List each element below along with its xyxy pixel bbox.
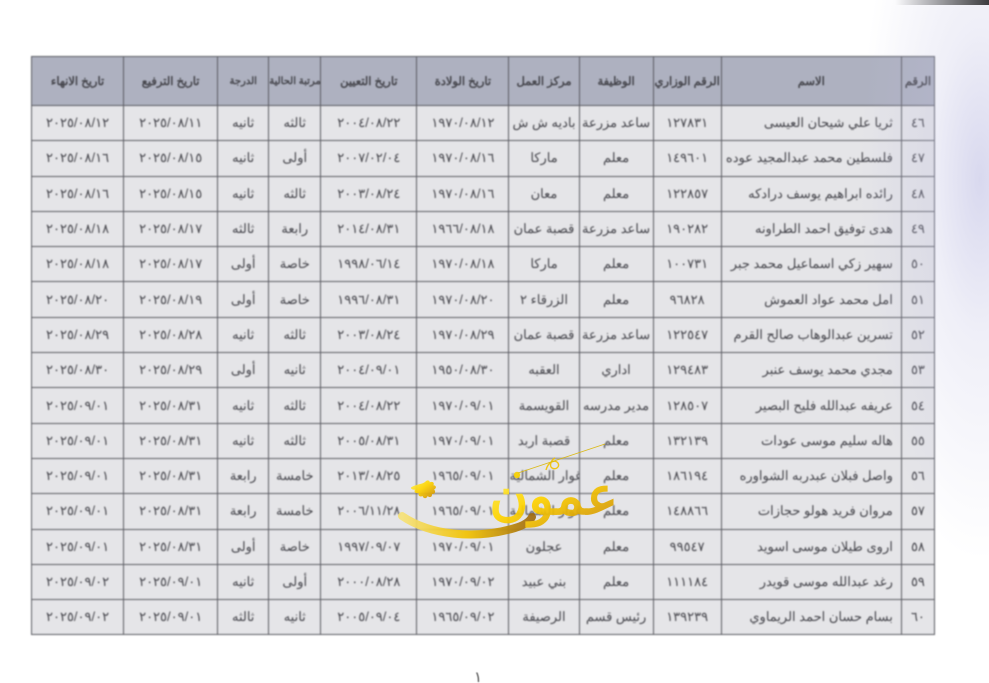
svg-text:عمون: عمون (489, 467, 618, 528)
